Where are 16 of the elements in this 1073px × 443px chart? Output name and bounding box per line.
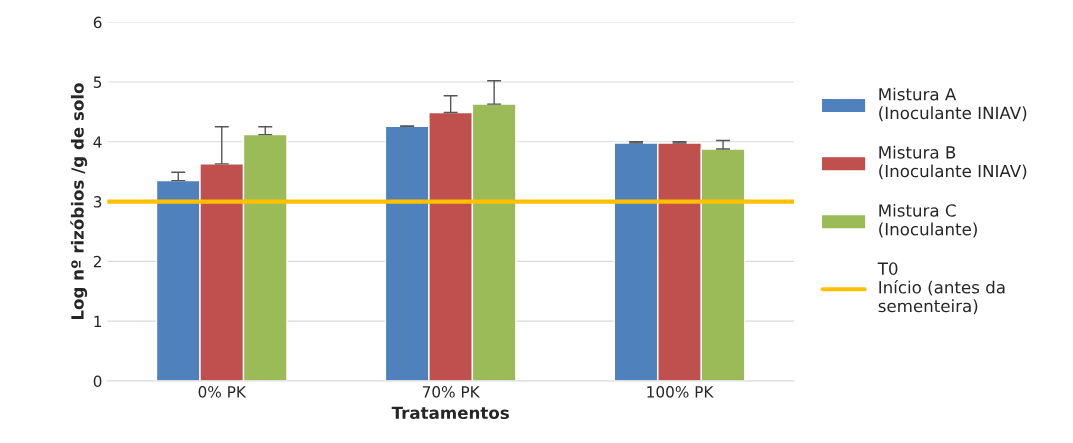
y-tick-label: 1 <box>94 315 102 327</box>
y-tick-label: 0 <box>93 375 102 387</box>
y-tick-label: 4 <box>93 136 102 148</box>
y-axis-title: Log nº rizóbios /g de solo <box>70 83 88 320</box>
y-tick-label: 6 <box>93 16 102 29</box>
x-tick-label: 0% PK <box>198 386 247 398</box>
x-axis-title: Tratamentos <box>391 406 509 420</box>
legend-label: Mistura C (Inoculante) <box>879 203 977 238</box>
x-tick-label: 70% PK <box>422 386 480 398</box>
legend-label: Mistura A (Inoculante INIAV) <box>879 87 1027 122</box>
x-tick-label: 100% PK <box>647 386 714 398</box>
y-tick-label: 5 <box>93 76 102 88</box>
legend-label: T0 Início (antes da sementeira) <box>877 262 1005 315</box>
legend-label: Mistura B (Inoculante INIAV) <box>879 145 1027 180</box>
y-tick-label: 2 <box>93 255 101 268</box>
y-tick-label: 3 <box>93 196 102 208</box>
